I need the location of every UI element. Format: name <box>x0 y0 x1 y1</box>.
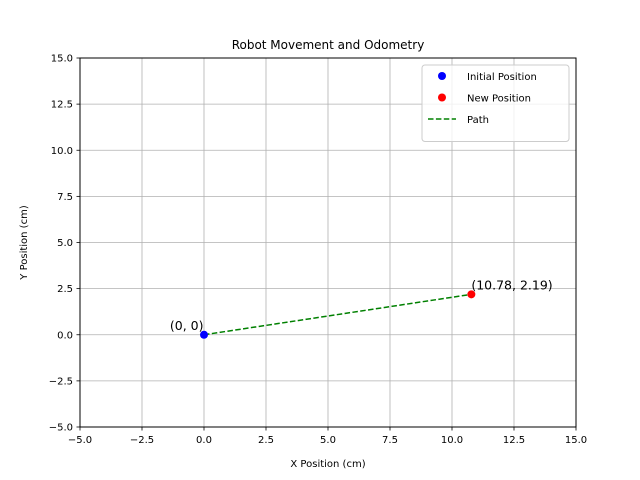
x-tick-label: 15.0 <box>565 435 587 446</box>
x-tick-label: 5.0 <box>320 435 336 446</box>
legend-marker <box>438 93 446 102</box>
x-tick-label: −2.5 <box>130 435 154 446</box>
legend-label: New Position <box>467 93 531 104</box>
legend-label: Path <box>467 115 489 126</box>
legend-box <box>421 64 570 142</box>
x-tick-label: −5.0 <box>68 435 92 446</box>
y-tick-label: 15.0 <box>51 54 73 65</box>
point-annotation: (10.78, 2.19) <box>471 277 552 292</box>
x-tick-label: 2.5 <box>258 435 274 446</box>
point-annotation: (0, 0) <box>170 318 204 333</box>
x-tick-label: 7.5 <box>382 435 398 446</box>
y-tick-label: 12.5 <box>51 100 73 111</box>
series-path-line <box>203 293 472 336</box>
y-tick-label: 5.0 <box>57 238 73 249</box>
y-tick-label: 2.5 <box>57 284 73 295</box>
x-tick-label: 12.5 <box>503 435 525 446</box>
x-tick-label: 0.0 <box>196 435 212 446</box>
axis-ticks: −5.0 −2.5 0.0 2.5 5.0 7.5 10.0 12.5 15.0 −5.0 −2.5… <box>49 54 587 446</box>
x-tick-label: 10.0 <box>441 435 463 446</box>
chart-title: Robot Movement and Odometry <box>232 38 425 52</box>
y-tick-label: 10.0 <box>51 146 73 157</box>
point-new-position <box>467 290 476 299</box>
y-tick-label: −5.0 <box>49 423 73 434</box>
y-tick-label: 0.0 <box>57 330 73 341</box>
x-axis-label: X Position (cm) <box>290 459 365 470</box>
y-tick-label: 7.5 <box>57 192 73 203</box>
plot-data: (0, 0) (10.78, 2.19) <box>170 277 553 339</box>
legend: Initial Position New Position Path <box>421 64 570 142</box>
legend-label: Initial Position <box>467 72 537 83</box>
y-axis-label: Y Position (cm) <box>19 205 30 281</box>
point-initial-position <box>200 330 208 339</box>
legend-marker <box>438 72 446 80</box>
y-tick-label: −2.5 <box>49 376 73 387</box>
